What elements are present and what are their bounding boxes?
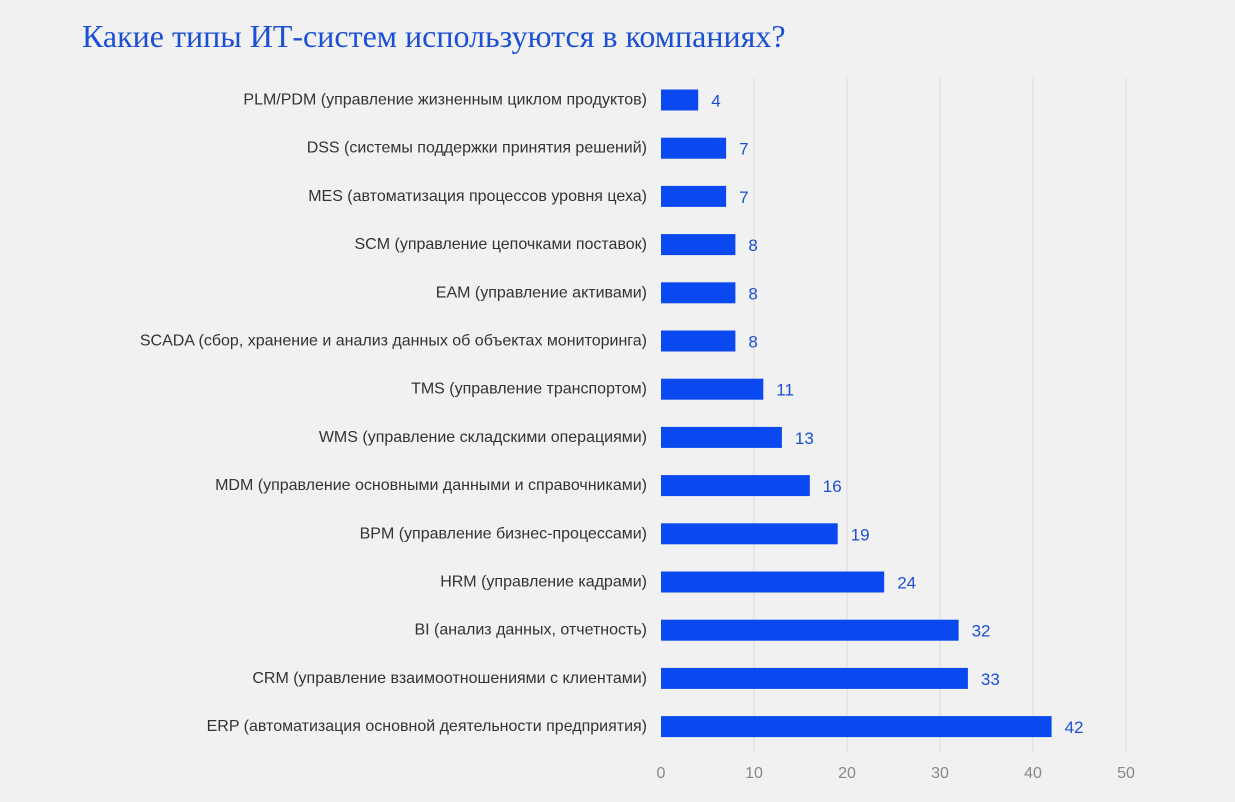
value-label: 8 [748,284,757,303]
bar [661,137,727,159]
bar [661,716,1052,738]
value-labels: 4 7 7 8 8 8 11 13 16 19 24 32 33 42 [711,92,1083,738]
grid-lines [753,78,1127,752]
category-label: SCADA (сбор, хранение и анализ данных об… [140,333,647,350]
value-label: 33 [981,670,1000,689]
value-label: 4 [711,92,720,111]
bar [661,89,699,111]
bar [661,571,885,593]
bar [661,185,727,207]
bar [661,619,959,641]
x-tick-label: 30 [931,765,949,782]
bar [661,523,838,545]
bar [661,667,968,689]
category-label: TMS (управление транспортом) [411,381,647,398]
value-label: 11 [776,381,794,400]
value-label: 7 [739,140,748,159]
category-label: CRM (управление взаимоотношениями с клие… [252,670,647,687]
category-label: ERP (автоматизация основной деятельности… [207,718,647,735]
value-label: 19 [851,525,870,544]
bar [661,282,736,304]
bar [661,426,782,448]
category-labels: PLM/PDM (управление жизненным циклом про… [140,92,647,736]
category-label: WMS (управление складскими операциями) [319,429,647,446]
bars [661,89,1052,738]
category-label: MES (автоматизация процессов уровня цеха… [308,188,647,205]
value-label: 8 [748,333,757,352]
category-label: SCM (управление цепочками поставок) [355,236,648,253]
category-label: MDM (управление основными данными и спра… [215,477,647,494]
value-label: 16 [823,477,842,496]
value-label: 42 [1065,718,1084,737]
value-label: 8 [748,236,757,255]
bar [661,475,810,497]
x-tick-label: 20 [838,765,856,782]
category-label: HRM (управление кадрами) [440,574,647,591]
bar [661,330,736,352]
bar [661,234,736,256]
category-label: BI (анализ данных, отчетность) [414,622,647,639]
x-axis-ticks: 0 10 20 30 40 50 [657,765,1135,782]
value-label: 13 [795,429,814,448]
category-label: PLM/PDM (управление жизненным циклом про… [243,92,647,109]
value-label: 32 [972,622,991,641]
value-label: 24 [897,574,916,593]
x-tick-label: 10 [745,765,763,782]
bar [661,378,764,400]
x-tick-label: 0 [657,765,666,782]
x-tick-label: 40 [1024,765,1042,782]
value-label: 7 [739,188,748,207]
x-tick-label: 50 [1117,765,1135,782]
category-label: EAM (управление активами) [436,284,647,301]
chart-title: Какие типы ИТ-систем используются в комп… [82,18,786,54]
category-label: BPM (управление бизнес-процессами) [360,525,647,542]
category-label: DSS (системы поддержки принятия решений) [307,140,647,157]
